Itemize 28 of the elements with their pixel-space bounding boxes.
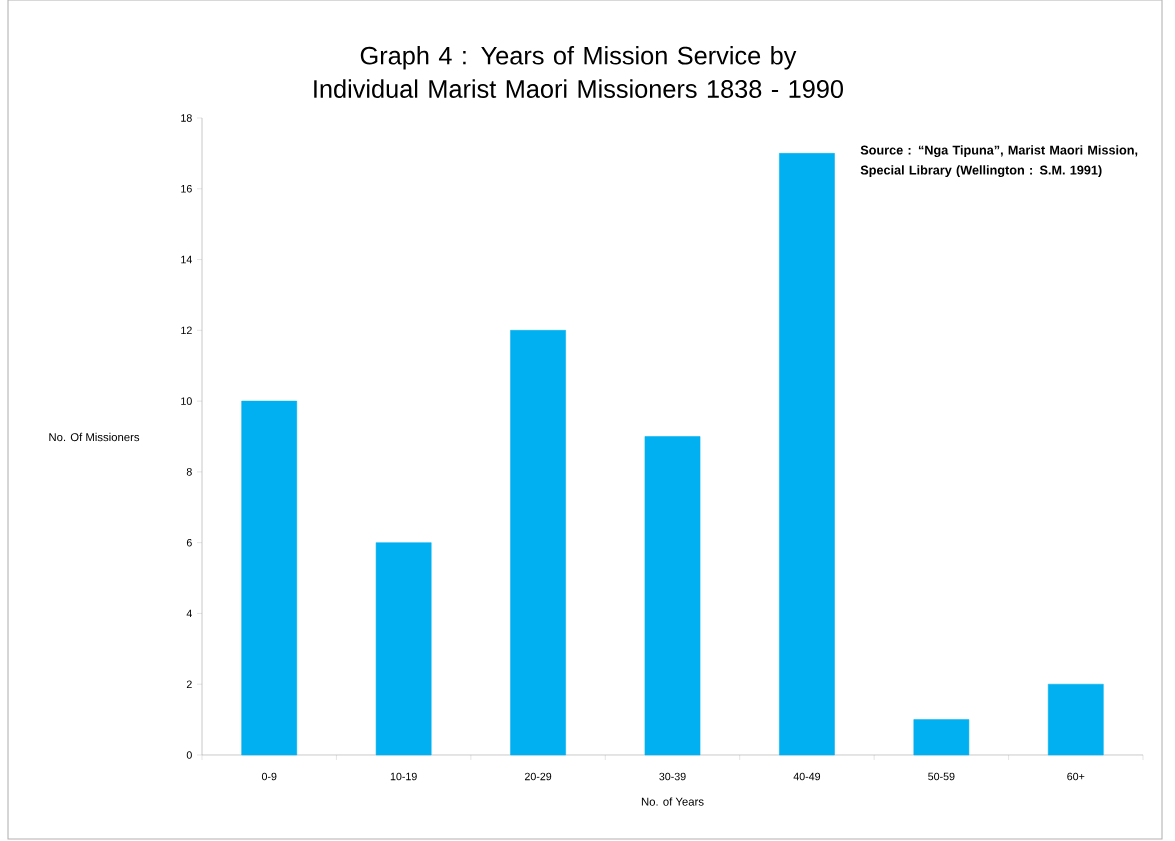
bar [375, 542, 432, 756]
annotation: Source : “Nga Tipuna”, Marist Maori Mission, Special Library (Wellington : S.M. 1991) [860, 145, 1138, 178]
x-tick-label: 40-49 [793, 772, 821, 781]
bar [1047, 683, 1104, 756]
bar [779, 153, 835, 756]
y-tick-label: 10 [181, 397, 192, 405]
x-tick-label: 10-19 [390, 772, 417, 781]
y-tick-label: 2 [186, 680, 192, 688]
x-tick-label: 20-29 [524, 772, 552, 781]
x-tick-label: 30-39 [659, 772, 686, 781]
chart-title: Graph 4 : Years of Mission Service by Individual Marist Maori Missioners 1838 - 1990 [314, 46, 843, 98]
bar [913, 719, 970, 756]
bar [241, 400, 298, 756]
bar [510, 330, 566, 756]
y-tick-label: 12 [181, 326, 192, 335]
y-tick-label: 16 [181, 184, 192, 193]
x-tick-label: 50-59 [928, 772, 955, 781]
y-tick-label: 4 [186, 609, 192, 618]
y-tick-label: 8 [186, 468, 192, 476]
y-tick-label: 14 [181, 255, 192, 264]
x-tick-label: 0-9 [261, 772, 277, 781]
y-tick-label: 6 [186, 538, 192, 547]
y-axis-title: No. Of Missioners [49, 432, 140, 442]
y-tick-label: 18 [181, 114, 192, 122]
bar [644, 436, 701, 756]
x-axis-title: No. of Years [641, 797, 704, 806]
y-tick-label: 0 [186, 751, 192, 759]
x-tick-label: 60+ [1067, 772, 1085, 781]
